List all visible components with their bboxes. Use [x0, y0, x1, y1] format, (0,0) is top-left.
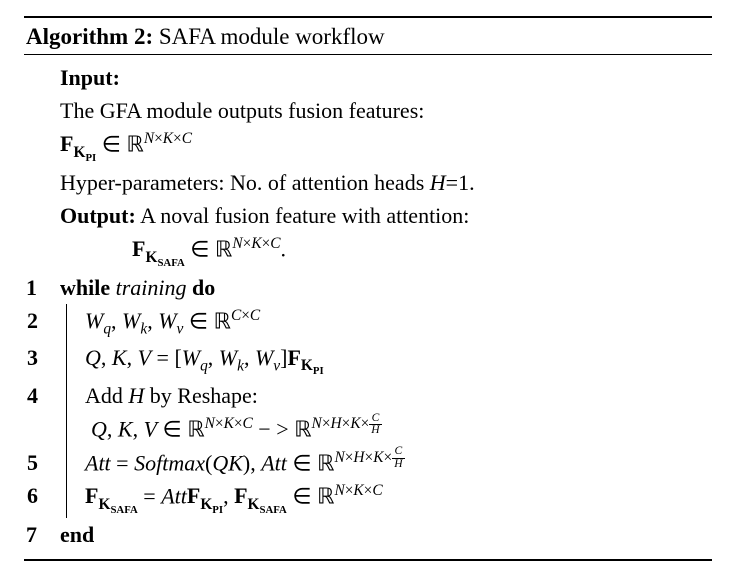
step-4: 4 Add H by Reshape:: [85, 379, 710, 412]
algorithm-title: SAFA module workflow: [159, 24, 385, 49]
algorithm-title-row: Algorithm 2: SAFA module workflow: [24, 20, 712, 54]
output-label: Output:: [60, 203, 136, 228]
top-rule: [24, 16, 712, 18]
while-body: 2 Wq, Wk, Wv ∈ ℝC×C 3 Q, K, V = [Wq, Wk,…: [66, 304, 710, 518]
step-2: 2 Wq, Wk, Wv ∈ ℝC×C: [85, 304, 710, 341]
algorithm-block: Algorithm 2: SAFA module workflow Input:…: [24, 16, 712, 561]
step-4b: Q, K, V ∈ ℝN×K×C − > ℝN×H×K×CH: [85, 412, 710, 445]
input-line-3: Hyper-parameters: No. of attention heads…: [60, 166, 710, 199]
step-4b-content: Q, K, V ∈ ℝN×K×C − > ℝN×H×K×CH: [61, 412, 382, 445]
while-keyword: while: [60, 275, 110, 300]
step-4-content: Add H by Reshape:: [61, 379, 258, 412]
input-label: Input:: [60, 65, 120, 90]
output-section: Output: A noval fusion feature with atte…: [60, 199, 710, 232]
step-5-num: 5: [25, 446, 61, 479]
step-6-content: FKSAFA = AttFKPI, FKSAFA ∈ ℝN×K×C: [61, 479, 383, 518]
step-7-num: 7: [24, 518, 60, 551]
step-6-num: 6: [25, 479, 61, 512]
step-1-content: while training do: [60, 271, 710, 304]
step-7: 7 end: [24, 518, 710, 551]
step-1: 1 while training do: [24, 271, 710, 304]
step-3: 3 Q, K, V = [Wq, Wk, Wv]FKPI: [85, 341, 710, 380]
step-4-num: 4: [25, 379, 61, 412]
step-2-num: 2: [25, 304, 61, 337]
step-6: 6 FKSAFA = AttFKPI, FKSAFA ∈ ℝN×K×C: [85, 479, 710, 518]
step-2-content: Wq, Wk, Wv ∈ ℝC×C: [61, 304, 260, 341]
bottom-rule: [24, 559, 712, 561]
algorithm-body: Input: The GFA module outputs fusion fea…: [24, 55, 712, 555]
step-3-num: 3: [25, 341, 61, 374]
do-keyword: do: [192, 275, 215, 300]
step-5: 5 Att = Softmax(QK), Att ∈ ℝN×H×K×CH: [85, 446, 710, 479]
input-line-2: FKPI ∈ ℝN×K×C: [60, 127, 710, 166]
end-keyword: end: [60, 518, 710, 551]
input-section: Input:: [60, 61, 710, 94]
step-3-content: Q, K, V = [Wq, Wk, Wv]FKPI: [61, 341, 324, 380]
step-5-content: Att = Softmax(QK), Att ∈ ℝN×H×K×CH: [61, 446, 405, 479]
algorithm-number: Algorithm 2:: [26, 24, 153, 49]
step-1-num: 1: [24, 271, 60, 304]
output-text: A noval fusion feature with attention:: [140, 203, 469, 228]
while-condition: training: [116, 275, 187, 300]
input-line-1: The GFA module outputs fusion features:: [60, 94, 710, 127]
output-line-2: FKSAFA ∈ ℝN×K×C.: [60, 232, 710, 271]
